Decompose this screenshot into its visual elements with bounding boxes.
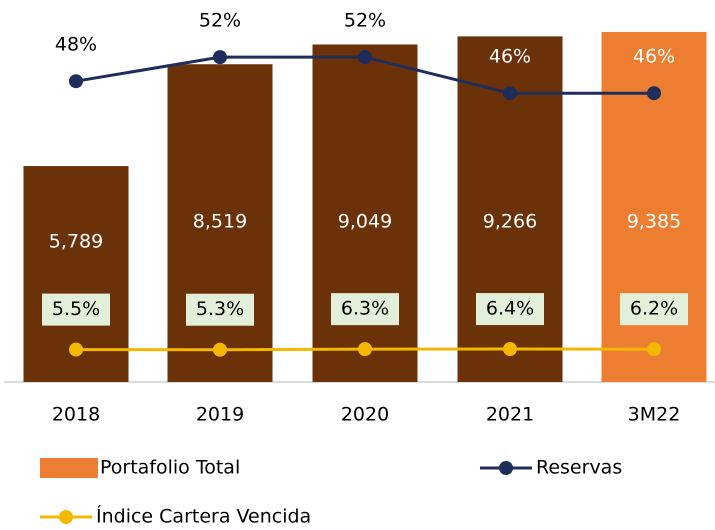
line-value-label: 46% — [489, 46, 531, 68]
label-box — [331, 293, 399, 326]
legend-swatch — [40, 458, 98, 478]
legend-label: Reservas — [536, 457, 622, 479]
legend-swatch-marker — [499, 461, 513, 475]
line-marker — [647, 342, 661, 357]
x-tick-label: 2018 — [52, 404, 100, 426]
line-marker — [358, 342, 372, 357]
line-value-label: 52% — [344, 10, 386, 32]
label-box — [42, 293, 110, 326]
legend-swatch-marker — [59, 510, 73, 524]
line-value-label: 6.3% — [341, 298, 389, 320]
line-value-label: 52% — [199, 10, 241, 32]
x-tick-label: 2021 — [486, 404, 534, 426]
x-tick-label: 2020 — [341, 404, 389, 426]
label-box — [186, 293, 254, 326]
line-value-label: 46% — [633, 46, 675, 68]
line-value-label: 6.4% — [486, 298, 534, 320]
bar-value-label: 8,519 — [193, 211, 247, 233]
line-marker — [213, 50, 227, 65]
x-tick-label: 3M22 — [628, 404, 681, 426]
line-value-label: 5.5% — [52, 298, 100, 320]
line-marker — [69, 74, 83, 89]
x-tick-label: 2019 — [196, 404, 244, 426]
line-value-label: 6.2% — [630, 298, 678, 320]
line-marker — [358, 50, 372, 65]
line-value-label: 48% — [55, 34, 97, 56]
line-marker — [503, 86, 517, 101]
legend-label: Portafolio Total — [100, 457, 240, 479]
line-marker — [647, 86, 661, 101]
line-marker — [69, 342, 83, 357]
bar — [167, 64, 273, 382]
line-marker — [213, 342, 227, 357]
label-box — [476, 293, 544, 326]
line-value-label: 5.3% — [196, 298, 244, 320]
bar-value-label: 9,266 — [483, 211, 537, 233]
bar-value-label: 5,789 — [49, 231, 103, 253]
line-marker — [503, 342, 517, 357]
label-box — [620, 293, 688, 326]
bar — [312, 44, 418, 383]
bar — [601, 31, 707, 382]
legend-label: Índice Cartera Vencida — [96, 505, 311, 528]
bar-value-label: 9,385 — [627, 211, 681, 233]
bar-value-label: 9,049 — [338, 211, 392, 233]
